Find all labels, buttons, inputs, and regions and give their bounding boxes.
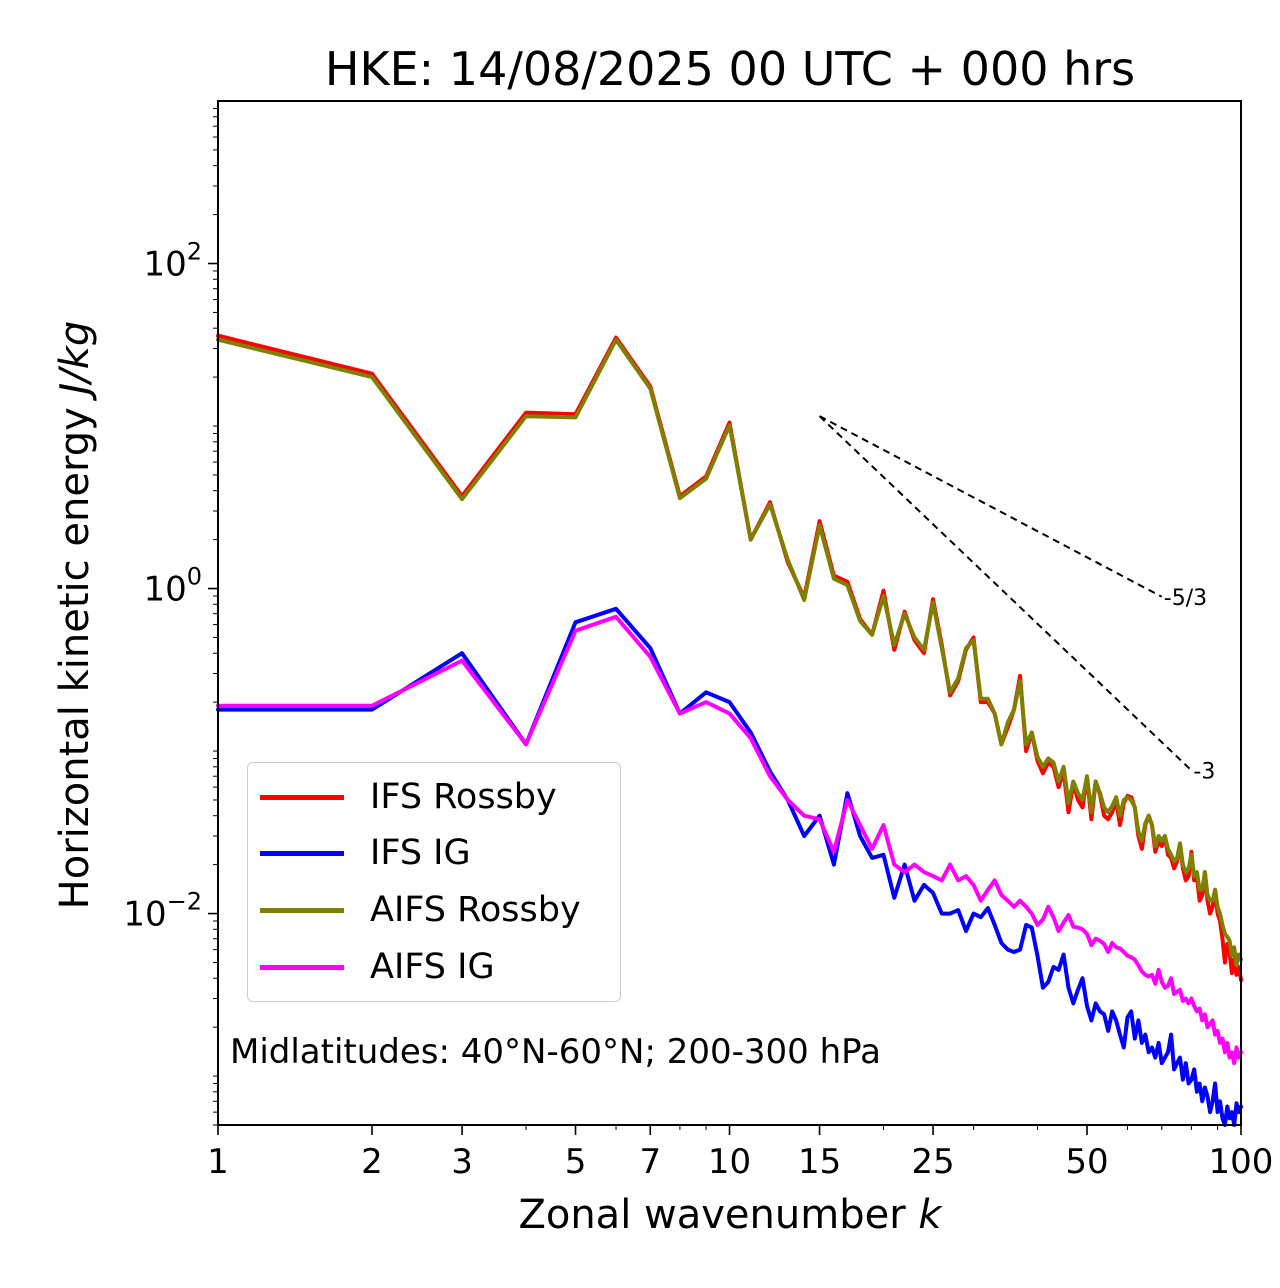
y-tick-label: 100 <box>143 563 202 610</box>
y-tick-label: 102 <box>143 238 202 285</box>
y-axis-label: Horizontal kinetic energy J/kg <box>52 321 98 910</box>
legend-swatch <box>260 907 344 913</box>
legend-item-aifs-rossby: AIFS Rossby <box>260 890 581 930</box>
x-tick-label: 2 <box>361 1142 383 1182</box>
x-tick-label: 3 <box>451 1142 473 1182</box>
reference-line-label: -5/3 <box>1164 586 1207 611</box>
axis-ticks: 1 2 3 5 7 10 15 25 50 100 102 100 10−2 <box>123 107 1274 1182</box>
legend-item-ifs-rossby: IFS Rossby <box>260 777 557 817</box>
reference-line <box>819 415 1163 598</box>
x-axis-label-main: Zonal wavenumber <box>518 1192 906 1238</box>
legend-item-ifs-ig: IFS IG <box>260 833 471 873</box>
svg-text:Horizontal kinetic energy J/kg: Horizontal kinetic energy J/kg <box>52 321 98 910</box>
x-axis-label-var: k <box>918 1192 943 1238</box>
chart-title: HKE: 14/08/2025 00 UTC + 000 hrs <box>325 42 1135 96</box>
data-series <box>216 333 1243 1127</box>
legend-label: AIFS IG <box>370 947 495 987</box>
x-tick-label: 5 <box>565 1142 587 1182</box>
y-axis-label-main: Horizontal kinetic energy <box>52 407 98 909</box>
series-line-aifs-rossby <box>216 337 1243 968</box>
x-tick-label: 25 <box>911 1142 954 1182</box>
legend-swatch <box>260 850 344 856</box>
y-axis-label-units: J/kg <box>52 321 98 402</box>
reference-slopes: -5/3 -3 <box>818 415 1215 784</box>
legend-swatch <box>260 964 344 970</box>
x-tick-label: 7 <box>639 1142 661 1182</box>
reference-line-label: -3 <box>1193 759 1215 784</box>
region-annotation: Midlatitudes: 40°N-60°N; 200-300 hPa <box>230 1032 881 1072</box>
x-tick-label: 100 <box>1209 1142 1274 1182</box>
x-tick-label: 10 <box>708 1142 751 1182</box>
x-tick-label: 1 <box>207 1142 229 1182</box>
legend-label: IFS Rossby <box>370 777 557 817</box>
x-axis-label: Zonal wavenumber k <box>518 1192 943 1238</box>
series-line-aifs-ig <box>216 614 1243 1066</box>
legend: IFS Rossby IFS IG AIFS Rossby AIFS IG <box>247 762 621 1002</box>
x-tick-label: 50 <box>1065 1142 1108 1182</box>
legend-label: AIFS Rossby <box>370 890 581 930</box>
legend-item-aifs-ig: AIFS IG <box>260 947 495 987</box>
legend-label: IFS IG <box>370 833 471 873</box>
x-tick-label: 15 <box>798 1142 841 1182</box>
y-tick-label: 10−2 <box>123 888 202 935</box>
reference-line <box>818 415 1193 772</box>
plot-frame <box>217 100 1242 1126</box>
legend-swatch <box>260 794 344 800</box>
